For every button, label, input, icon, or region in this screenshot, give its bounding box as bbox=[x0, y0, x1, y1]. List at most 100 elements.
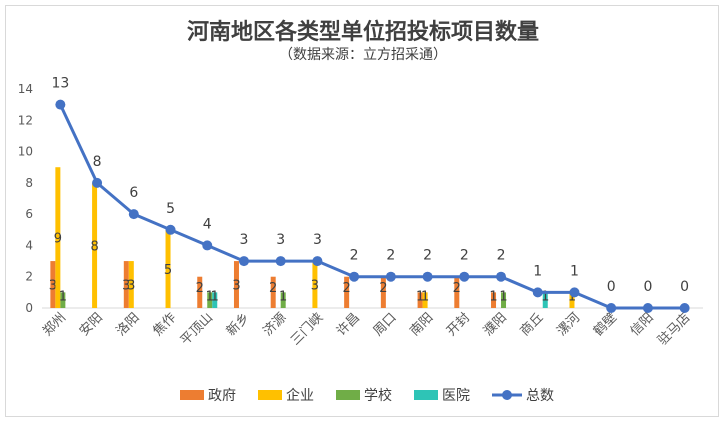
bar-data-label: 1 bbox=[416, 289, 424, 304]
bar-学校 bbox=[207, 292, 213, 308]
total-data-label: 2 bbox=[350, 248, 359, 264]
bar-医院 bbox=[212, 292, 218, 308]
x-tick-label: 周口 bbox=[371, 310, 400, 339]
legend-swatch-医院 bbox=[414, 390, 438, 400]
x-tick-label: 濮阳 bbox=[481, 310, 510, 339]
legend-marker-总数 bbox=[502, 390, 512, 400]
bar-data-label: 9 bbox=[54, 232, 62, 247]
bar-政府 bbox=[380, 276, 386, 308]
total-point bbox=[642, 303, 653, 313]
bar-data-label: 2 bbox=[269, 281, 277, 296]
total-point bbox=[385, 271, 396, 282]
total-data-label: 0 bbox=[643, 279, 652, 295]
bar-学校 bbox=[280, 292, 286, 308]
x-tick-label: 平顶山 bbox=[178, 310, 216, 348]
x-tick-label: 郑州 bbox=[40, 310, 69, 339]
legend-swatch-企业 bbox=[258, 390, 282, 400]
bar-政府 bbox=[197, 276, 203, 308]
y-tick-label: 14 bbox=[18, 82, 33, 96]
bar-data-label: 1 bbox=[568, 289, 576, 304]
x-tick-label: 安阳 bbox=[77, 310, 106, 339]
bar-data-label: 5 bbox=[164, 263, 172, 278]
total-data-label: 1 bbox=[533, 263, 542, 279]
bar-政府 bbox=[123, 261, 129, 308]
total-point bbox=[128, 209, 139, 220]
x-tick-label: 洛阳 bbox=[114, 310, 143, 339]
bar-data-label: 1 bbox=[499, 289, 507, 304]
bar-data-label: 1 bbox=[421, 289, 429, 304]
total-data-label: 3 bbox=[313, 232, 322, 248]
chart-frame bbox=[5, 5, 719, 417]
bar-学校 bbox=[501, 292, 507, 308]
bar-医院 bbox=[542, 292, 548, 308]
bar-政府 bbox=[454, 276, 460, 308]
bar-企业 bbox=[312, 261, 318, 308]
x-tick-label: 许昌 bbox=[334, 310, 363, 339]
bar-data-label: 1 bbox=[59, 289, 67, 304]
total-line bbox=[59, 104, 685, 310]
bar-data-label: 1 bbox=[206, 289, 214, 304]
total-data-label: 2 bbox=[497, 248, 506, 264]
bar-企业 bbox=[128, 261, 134, 308]
legend-swatch-政府 bbox=[180, 390, 204, 400]
bar-政府 bbox=[491, 292, 497, 308]
x-tick-label: 漯河 bbox=[554, 310, 583, 339]
total-point bbox=[55, 99, 66, 110]
total-point bbox=[349, 271, 360, 282]
y-tick-label: 12 bbox=[18, 113, 33, 127]
chart-subtitle: （数据来源：立方招采通） bbox=[279, 47, 447, 63]
y-tick-label: 10 bbox=[18, 145, 33, 159]
legend-label: 学校 bbox=[364, 387, 392, 404]
total-point bbox=[238, 256, 249, 267]
total-data-label: 5 bbox=[166, 201, 175, 217]
total-data-label: 3 bbox=[276, 232, 285, 248]
bar-学校 bbox=[60, 292, 66, 308]
bar-data-label: 1 bbox=[489, 289, 497, 304]
y-tick-label: 8 bbox=[25, 176, 33, 190]
x-tick-label: 三门峡 bbox=[288, 310, 326, 348]
bar-data-label: 3 bbox=[232, 279, 240, 294]
total-point bbox=[165, 224, 176, 235]
total-point bbox=[679, 303, 690, 313]
bar-data-label: 2 bbox=[453, 281, 461, 296]
total-point bbox=[312, 256, 323, 267]
x-tick-label: 新乡 bbox=[223, 310, 253, 340]
bar-data-label: 2 bbox=[196, 281, 204, 296]
total-data-label: 0 bbox=[607, 279, 616, 295]
total-point bbox=[569, 287, 580, 298]
total-point bbox=[606, 303, 617, 313]
total-point bbox=[202, 240, 213, 251]
y-tick-label: 0 bbox=[25, 301, 33, 315]
legend-label: 企业 bbox=[286, 387, 314, 404]
bar-政府 bbox=[233, 261, 239, 308]
bar-data-label: 1 bbox=[211, 289, 219, 304]
total-data-label: 6 bbox=[129, 185, 138, 201]
bar-data-label: 2 bbox=[379, 281, 387, 296]
total-point bbox=[459, 271, 470, 282]
chart-title: 河南地区各类型单位招投标项目数量 bbox=[186, 19, 539, 45]
legend-swatch-学校 bbox=[336, 390, 360, 400]
total-point bbox=[496, 271, 507, 282]
bar-政府 bbox=[417, 292, 423, 308]
bar-data-label: 3 bbox=[122, 279, 130, 294]
bar-企业 bbox=[569, 292, 575, 308]
x-tick-label: 南阳 bbox=[407, 310, 437, 340]
x-tick-label: 商丘 bbox=[518, 310, 547, 339]
total-data-label: 1 bbox=[570, 263, 579, 279]
bar-企业 bbox=[422, 292, 428, 308]
bar-政府 bbox=[344, 276, 350, 308]
total-data-label: 8 bbox=[93, 154, 102, 170]
x-tick-label: 鹤壁 bbox=[590, 310, 620, 340]
bar-政府 bbox=[270, 276, 276, 308]
total-point bbox=[275, 256, 286, 267]
legend-label: 政府 bbox=[208, 388, 236, 404]
bar-data-label: 8 bbox=[90, 239, 98, 254]
total-data-label: 13 bbox=[51, 76, 69, 92]
legend-label: 总数 bbox=[526, 388, 554, 404]
bar-企业 bbox=[165, 229, 171, 308]
x-tick-label: 焦作 bbox=[150, 310, 179, 339]
total-data-label: 2 bbox=[423, 248, 432, 264]
x-tick-label: 济源 bbox=[261, 310, 290, 339]
bar-data-label: 1 bbox=[279, 289, 287, 304]
